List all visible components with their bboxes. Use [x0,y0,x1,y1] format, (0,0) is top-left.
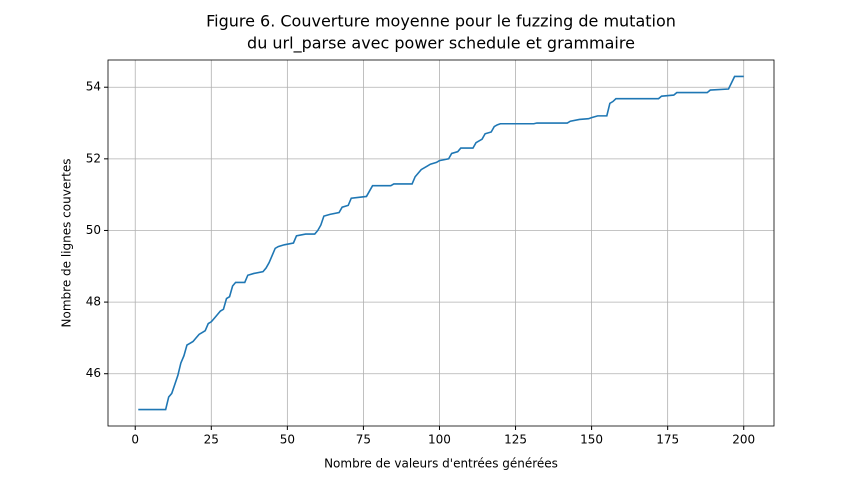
x-tick-label: 50 [280,433,295,447]
y-axis-label: Nombre de lignes couvertes [60,159,74,328]
chart-title: du url_parse avec power schedule et gram… [247,34,635,54]
y-tick-label: 54 [86,80,101,94]
y-tick-label: 48 [86,295,101,309]
x-axis-label: Nombre de valeurs d'entrées générées [324,457,558,471]
x-tick-label: 175 [656,433,679,447]
x-tick-label: 0 [131,433,139,447]
x-tick-label: 100 [428,433,451,447]
x-tick-label: 125 [504,433,527,447]
x-tick-label: 150 [580,433,603,447]
y-tick-label: 46 [86,366,101,380]
y-tick-label: 52 [86,151,101,165]
x-tick-label: 75 [356,433,371,447]
data-line [138,75,744,411]
x-tick-label: 25 [204,433,219,447]
plot-frame [107,59,775,427]
x-tick-label: 200 [732,433,755,447]
y-tick-label: 50 [86,223,101,237]
chart-title: Figure 6. Couverture moyenne pour le fuz… [206,12,676,31]
